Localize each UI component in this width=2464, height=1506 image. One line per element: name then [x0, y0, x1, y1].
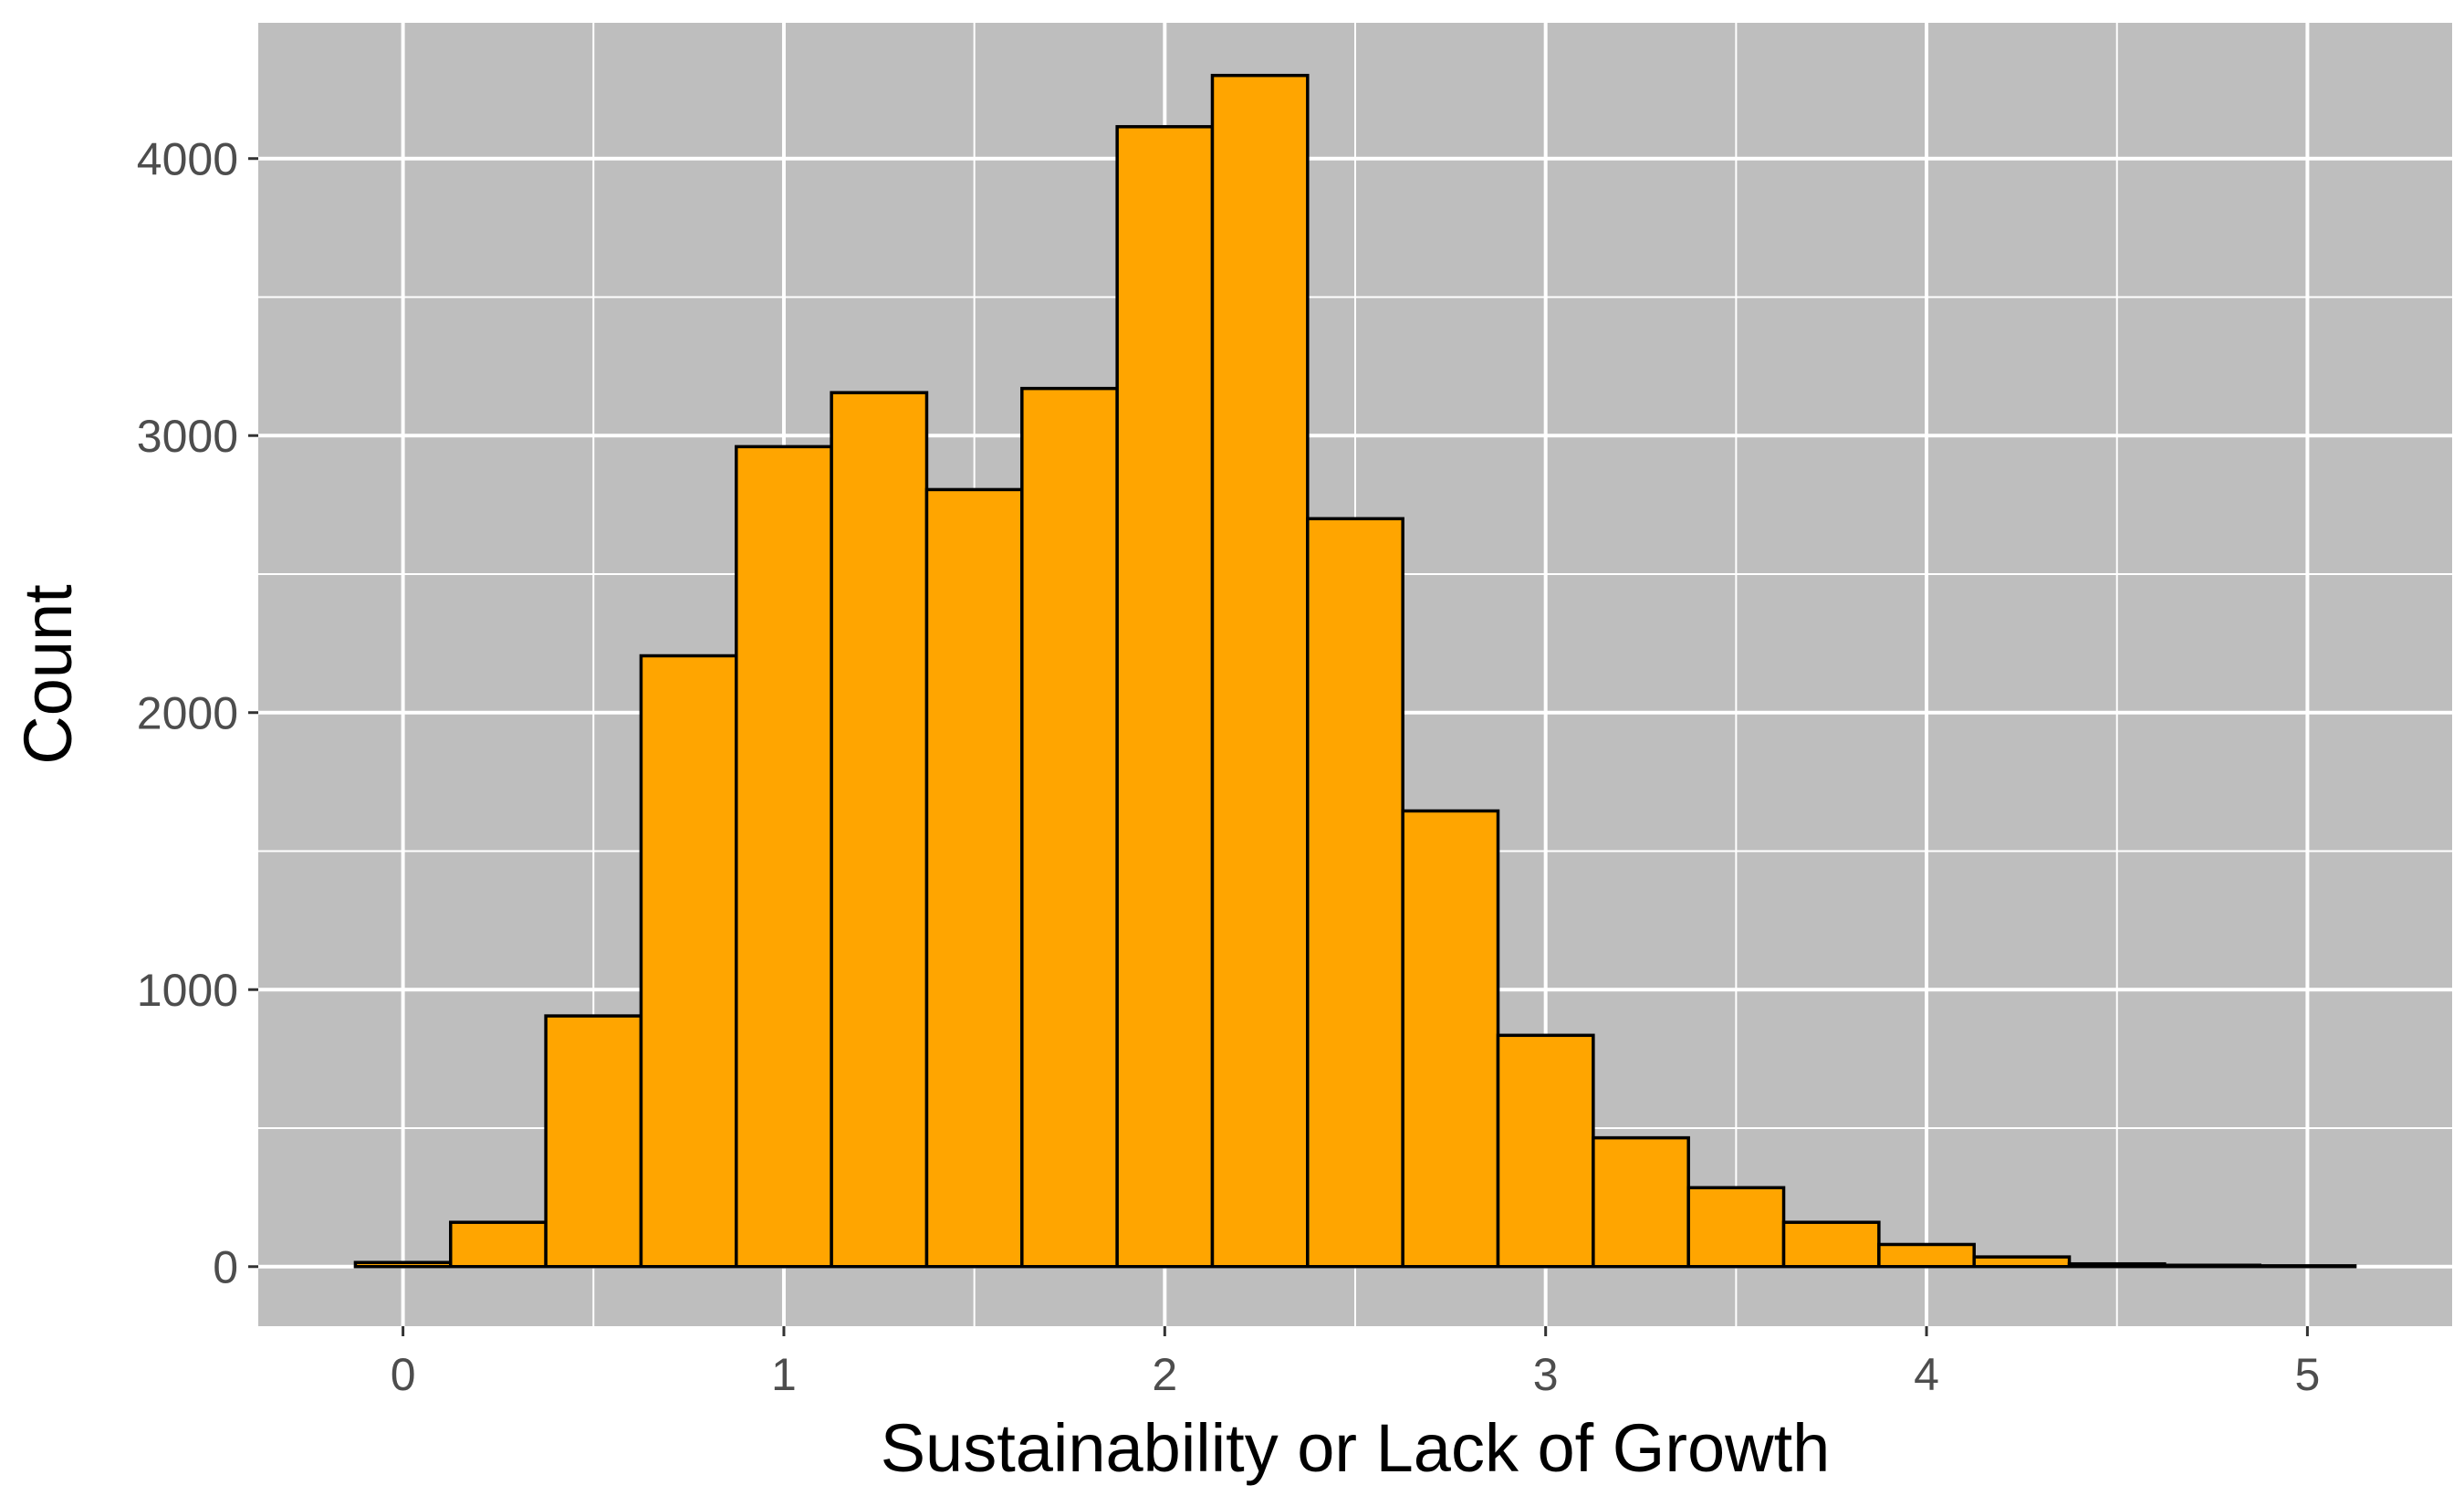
- histogram-bar: [1972, 1255, 2072, 1269]
- x-tick-label: 5: [2294, 1349, 2320, 1400]
- histogram-bar: [1496, 1033, 1595, 1269]
- histogram-bar: [1306, 517, 1404, 1269]
- y-tick-label: 1000: [137, 965, 238, 1016]
- histogram-bar: [449, 1220, 548, 1269]
- histogram-bar: [1115, 125, 1215, 1269]
- histogram-bar: [1877, 1242, 1976, 1269]
- histogram-bar: [924, 487, 1024, 1269]
- x-tick-label: 1: [771, 1349, 797, 1400]
- y-tick-label: 4000: [137, 134, 238, 185]
- histogram-bar: [1781, 1220, 1881, 1269]
- x-axis-title: Sustainability or Lack of Growth: [881, 1410, 1831, 1486]
- histogram-bar: [2163, 1263, 2261, 1269]
- x-tick-label: 2: [1152, 1349, 1177, 1400]
- histogram-bar: [830, 391, 929, 1269]
- x-axis-ticks: 0 1 2 3 4 5: [391, 1326, 2320, 1400]
- histogram-bar: [1592, 1135, 1690, 1269]
- histogram-bar: [1020, 386, 1119, 1269]
- x-tick-label: 4: [1914, 1349, 1939, 1400]
- histogram-bar: [735, 444, 833, 1269]
- y-axis-title: Count: [10, 584, 86, 765]
- histogram-bar: [353, 1260, 453, 1269]
- y-tick-label: 2000: [137, 688, 238, 739]
- histogram-bar: [1401, 809, 1500, 1269]
- histogram-bar: [2258, 1264, 2357, 1269]
- y-axis-ticks: 0 1000 2000 3000 4000: [137, 134, 258, 1293]
- x-tick-label: 3: [1533, 1349, 1559, 1400]
- x-tick-label: 0: [391, 1349, 416, 1400]
- histogram-bar: [2067, 1261, 2166, 1269]
- histogram-bars: [353, 73, 2357, 1269]
- histogram-bar: [1686, 1186, 1786, 1269]
- histogram-bar: [1210, 73, 1310, 1269]
- y-tick-label: 0: [213, 1242, 238, 1293]
- histogram-bar: [639, 654, 738, 1269]
- y-tick-label: 3000: [137, 411, 238, 462]
- histogram-bar: [544, 1014, 643, 1269]
